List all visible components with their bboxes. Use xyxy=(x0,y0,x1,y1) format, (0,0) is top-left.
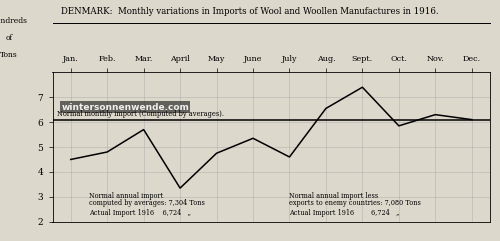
Text: Tons: Tons xyxy=(0,51,18,59)
Text: of: of xyxy=(6,34,12,42)
Text: computed by averages: 7,304 Tons: computed by averages: 7,304 Tons xyxy=(89,199,205,207)
Text: DENMARK:  Monthly variations in Imports of Wool and Woollen Manufactures in 1916: DENMARK: Monthly variations in Imports o… xyxy=(61,7,439,16)
Text: Hundreds: Hundreds xyxy=(0,17,28,25)
Text: exports to enemy countries: 7,080 Tons: exports to enemy countries: 7,080 Tons xyxy=(290,199,422,207)
Text: Actual Import 1916        6,724   „: Actual Import 1916 6,724 „ xyxy=(290,209,400,217)
Text: Actual Import 1916    6,724   „: Actual Import 1916 6,724 „ xyxy=(89,209,191,217)
Text: Normal monthly import (Computed by averages).: Normal monthly import (Computed by avera… xyxy=(57,110,224,118)
Text: Normal annual import: Normal annual import xyxy=(89,192,164,200)
Text: Normal annual import less: Normal annual import less xyxy=(290,192,378,200)
Text: wintersonnenwende.com: wintersonnenwende.com xyxy=(61,103,189,112)
